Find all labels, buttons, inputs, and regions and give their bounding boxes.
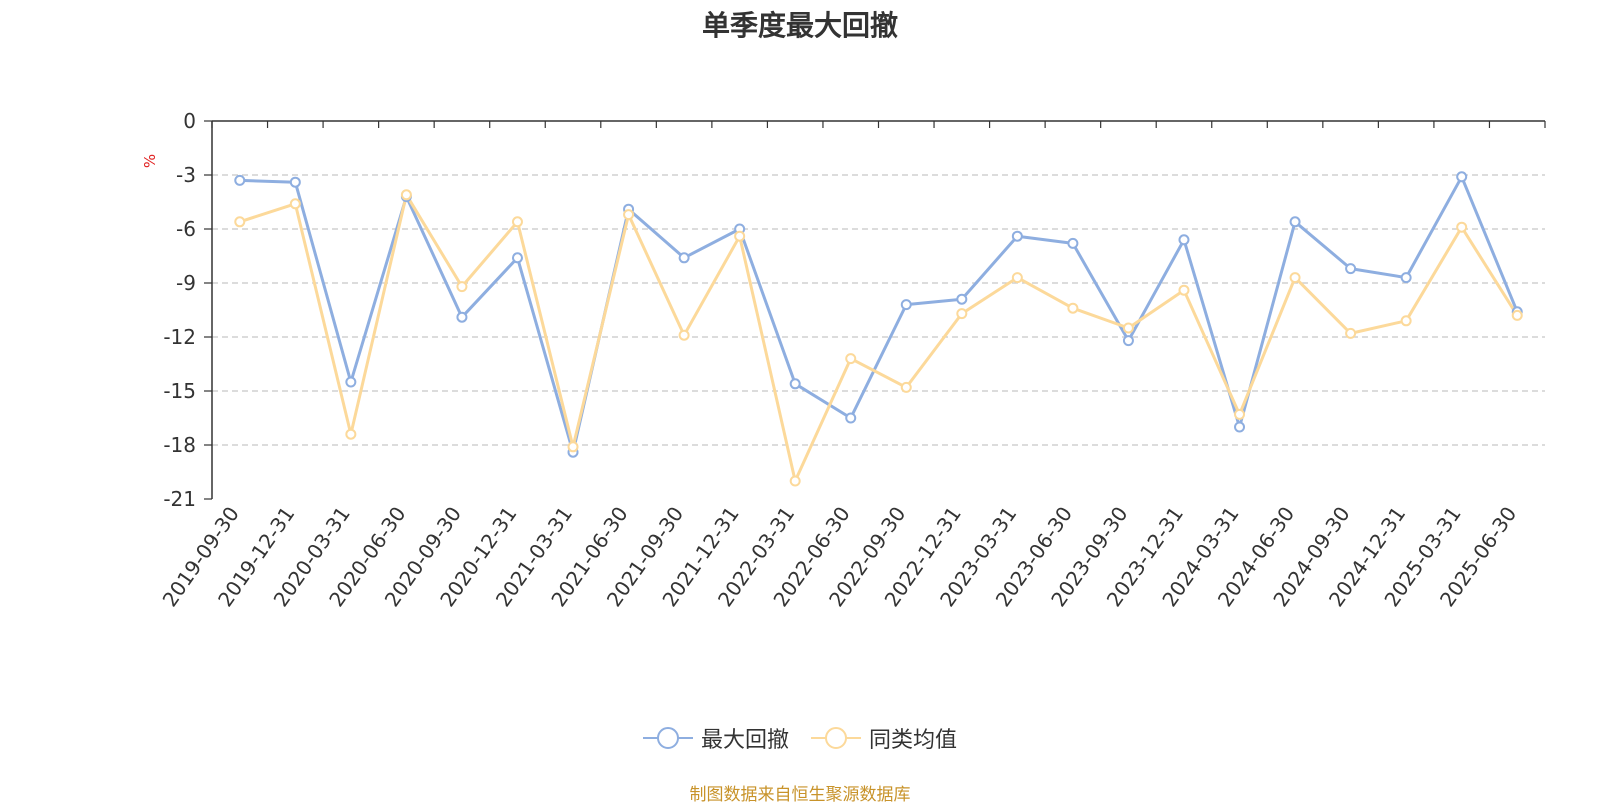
data-point-peer-average — [1234, 408, 1246, 420]
data-point-peer-average — [1067, 302, 1079, 314]
data-point-peer-average — [1011, 272, 1023, 284]
data-point-max-drawdown — [678, 252, 690, 264]
y-tick-label: -3 — [176, 163, 196, 187]
source-note: 制图数据来自恒生聚源数据库 — [689, 785, 911, 805]
data-point-peer-average — [1289, 272, 1301, 284]
data-point-peer-average — [845, 353, 857, 365]
y-tick-label: -9 — [176, 271, 196, 295]
series-line-peer-average — [239, 193, 1519, 483]
data-point-peer-average — [789, 475, 801, 487]
legend-label-max-drawdown: 最大回撤 — [700, 728, 789, 753]
data-point-peer-average — [623, 209, 635, 221]
data-point-max-drawdown — [1456, 171, 1468, 183]
data-point-max-drawdown — [1122, 335, 1134, 347]
data-point-max-drawdown — [345, 376, 357, 388]
data-point-peer-average — [900, 381, 912, 393]
data-point-peer-average — [234, 216, 246, 228]
data-point-peer-average — [1345, 327, 1357, 339]
data-point-max-drawdown — [234, 174, 246, 186]
data-point-peer-average — [678, 329, 690, 341]
legend-item-peer-average[interactable]: 同类均值 — [811, 722, 957, 754]
chart-title: 单季度最大回撤 — [701, 9, 898, 42]
data-point-peer-average — [456, 281, 468, 293]
data-point-peer-average — [1400, 315, 1412, 327]
data-point-max-drawdown — [1400, 272, 1412, 284]
data-point-max-drawdown — [900, 299, 912, 311]
y-tick-label: -12 — [163, 325, 196, 349]
data-point-max-drawdown — [956, 293, 968, 305]
series-line-max-drawdown — [239, 175, 1519, 454]
data-point-max-drawdown — [1067, 237, 1079, 249]
data-point-peer-average — [1122, 322, 1134, 334]
legend-symbol-max-drawdown — [642, 727, 693, 749]
legend-label-peer-average: 同类均值 — [869, 728, 958, 753]
y-tick-label: -6 — [176, 217, 196, 241]
data-point-max-drawdown — [1178, 234, 1190, 246]
data-point-max-drawdown — [511, 252, 523, 264]
data-point-max-drawdown — [289, 176, 301, 188]
legend-item-max-drawdown[interactable]: 最大回撤 — [642, 722, 789, 754]
data-point-peer-average — [567, 441, 579, 453]
data-point-peer-average — [1178, 284, 1190, 296]
y-tick-label: -15 — [163, 379, 196, 403]
data-point-max-drawdown — [1011, 230, 1023, 242]
legend: 最大回撤 同类均值 — [0, 722, 1600, 754]
data-point-max-drawdown — [1345, 263, 1357, 275]
y-tick-label: -18 — [163, 433, 196, 457]
data-point-max-drawdown — [1234, 421, 1246, 433]
data-point-max-drawdown — [456, 311, 468, 323]
legend-symbol-peer-average — [811, 727, 861, 749]
y-tick-label: -21 — [163, 487, 196, 511]
data-point-peer-average — [345, 428, 357, 440]
y-tick-label: 0 — [183, 109, 196, 133]
data-point-peer-average — [400, 189, 412, 201]
data-point-peer-average — [511, 216, 523, 228]
data-point-max-drawdown — [1289, 216, 1301, 228]
data-point-max-drawdown — [789, 378, 801, 390]
data-point-peer-average — [1511, 309, 1523, 321]
data-point-peer-average — [1456, 221, 1468, 233]
data-point-max-drawdown — [845, 412, 857, 424]
data-point-peer-average — [956, 308, 968, 320]
data-point-peer-average — [289, 198, 301, 210]
data-point-peer-average — [734, 230, 746, 242]
